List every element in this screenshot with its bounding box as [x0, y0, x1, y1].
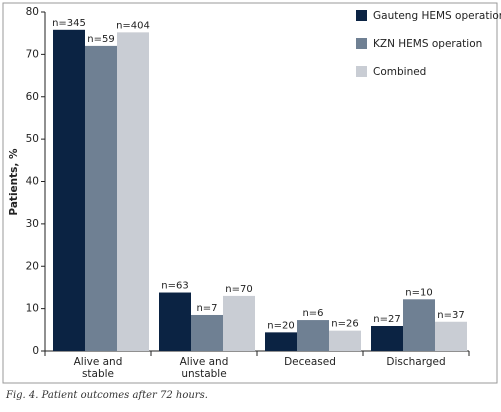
bar — [403, 299, 435, 351]
bar-annotation: n=6 — [302, 308, 323, 319]
bar-annotation: n=70 — [225, 284, 252, 295]
bar-annotation: n=10 — [405, 287, 432, 298]
frame — [2, 2, 498, 384]
bar — [159, 292, 191, 351]
legend-swatch — [356, 38, 367, 49]
y-tick-label: 40 — [26, 176, 39, 188]
y-axis-label: Patients, % — [8, 148, 20, 216]
bar — [265, 332, 297, 351]
caption: Fig. 4. Patient outcomes after 72 hours. — [6, 390, 208, 401]
y-tick-label: 60 — [26, 91, 39, 103]
bar — [329, 330, 361, 351]
bar — [53, 29, 85, 352]
x-tick-label: Alive and stable — [73, 356, 123, 380]
bar-annotation: n=7 — [196, 303, 217, 314]
y-tick-label: 80 — [26, 6, 39, 18]
bar — [223, 295, 255, 351]
bar — [297, 320, 329, 351]
bar-annotation: n=59 — [87, 34, 114, 45]
bar — [117, 32, 149, 352]
legend-swatch — [356, 66, 367, 77]
bar-annotation: n=404 — [116, 20, 150, 31]
x-tick-label: Discharged — [386, 356, 446, 368]
x-tick-label: Deceased — [284, 356, 336, 368]
legend-label: KZN HEMS operation — [373, 38, 482, 50]
bar-annotation: n=37 — [437, 310, 464, 321]
legend-label: Combined — [373, 66, 426, 78]
y-tick-label: 30 — [26, 218, 39, 230]
bar-annotation: n=26 — [331, 319, 358, 330]
y-tick-label: 70 — [26, 48, 39, 60]
bar-annotation: n=20 — [267, 320, 294, 331]
bar — [191, 314, 223, 351]
y-tick-label: 50 — [26, 133, 39, 145]
y-tick-label: 10 — [26, 303, 39, 315]
legend-label: Gauteng HEMS operation — [373, 10, 501, 22]
bar — [371, 325, 403, 351]
bar-annotation: n=63 — [161, 281, 188, 292]
bar — [435, 321, 467, 351]
bar — [85, 45, 117, 352]
x-tick-label: Alive and unstable — [179, 356, 229, 380]
bar-annotation: n=27 — [373, 314, 400, 325]
y-tick-label: 20 — [26, 260, 39, 272]
bar-annotation: n=345 — [52, 18, 86, 29]
y-tick-label: 0 — [32, 345, 39, 357]
legend-swatch — [356, 10, 367, 21]
